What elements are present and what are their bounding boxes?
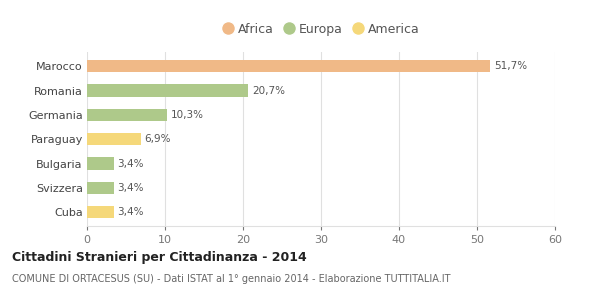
Text: Cittadini Stranieri per Cittadinanza - 2014: Cittadini Stranieri per Cittadinanza - 2… — [12, 251, 307, 264]
Bar — [87, 109, 167, 121]
Bar — [87, 133, 141, 145]
Bar — [87, 84, 248, 97]
Text: 3,4%: 3,4% — [118, 207, 144, 217]
Text: 10,3%: 10,3% — [171, 110, 204, 120]
Text: 51,7%: 51,7% — [494, 61, 527, 71]
Bar — [87, 182, 113, 194]
Text: 3,4%: 3,4% — [118, 183, 144, 193]
Text: COMUNE DI ORTACESUS (SU) - Dati ISTAT al 1° gennaio 2014 - Elaborazione TUTTITAL: COMUNE DI ORTACESUS (SU) - Dati ISTAT al… — [12, 274, 451, 284]
Text: 6,9%: 6,9% — [145, 134, 171, 144]
Bar — [87, 157, 113, 170]
Text: 3,4%: 3,4% — [118, 159, 144, 168]
Legend: Africa, Europa, America: Africa, Europa, America — [220, 20, 422, 38]
Bar — [87, 206, 113, 218]
Text: 20,7%: 20,7% — [253, 86, 286, 95]
Bar — [87, 60, 490, 72]
